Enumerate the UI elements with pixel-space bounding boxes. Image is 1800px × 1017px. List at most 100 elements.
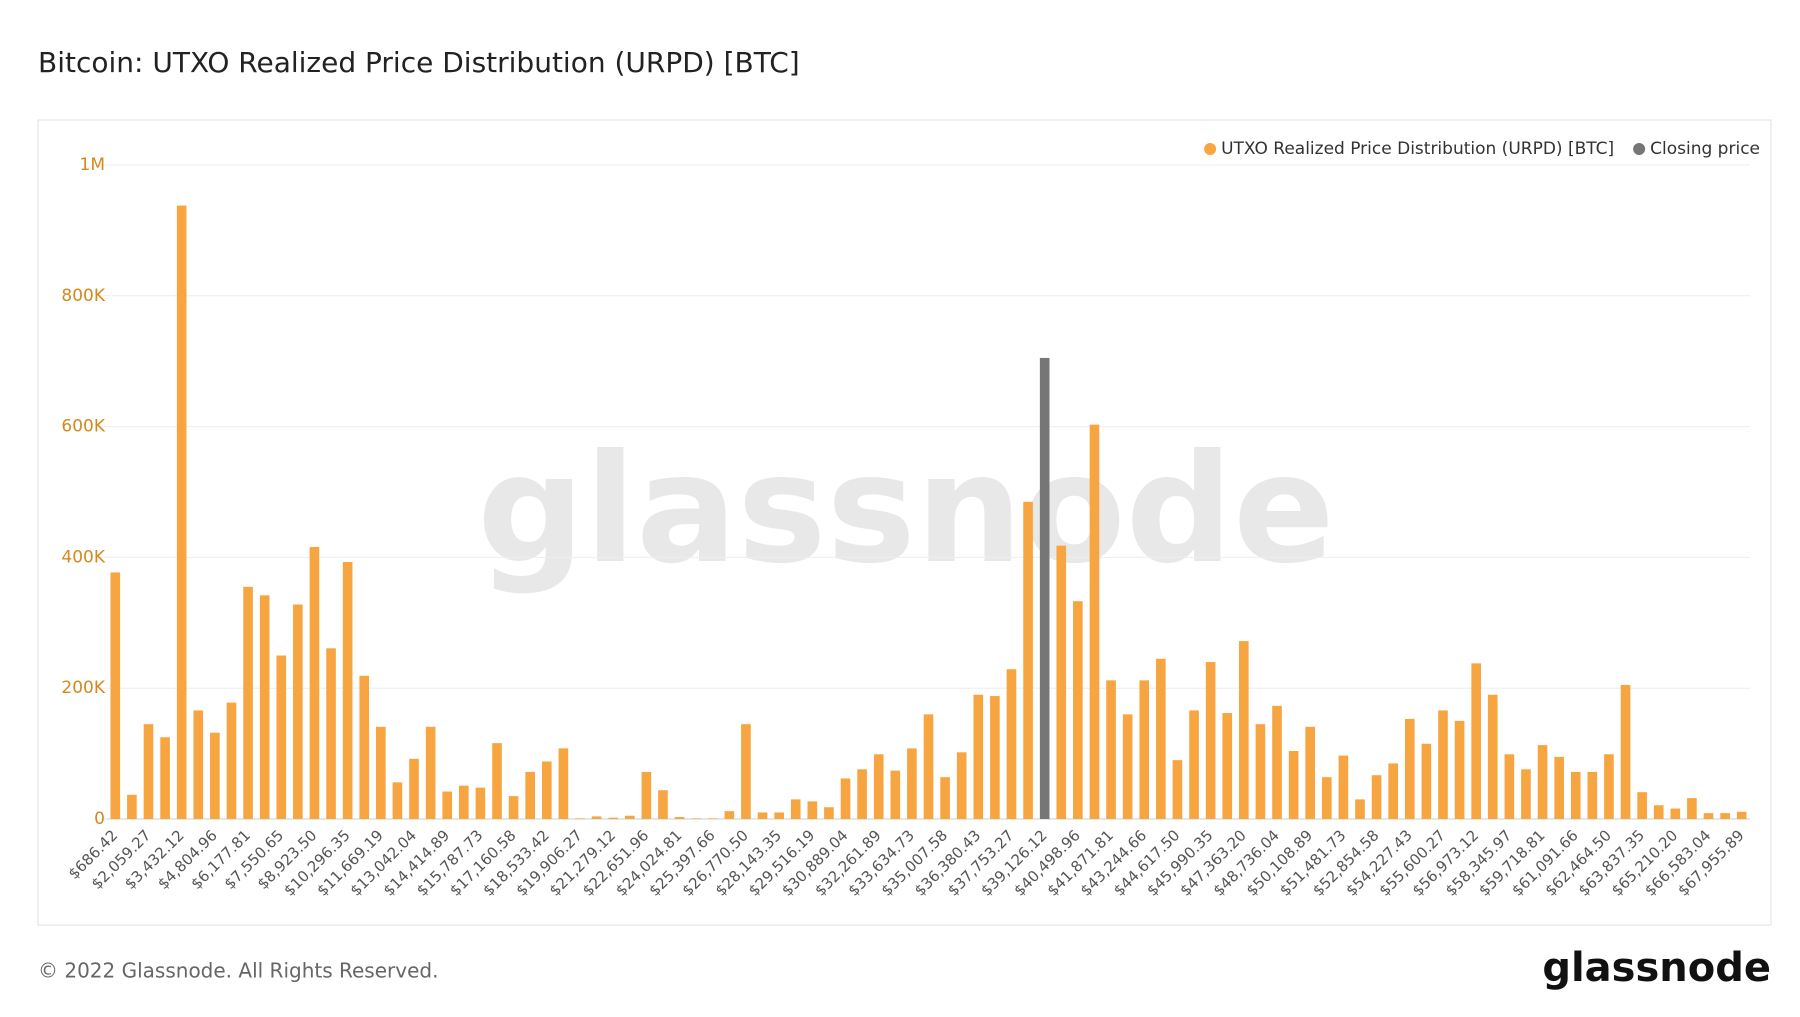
bar <box>1288 750 1299 819</box>
bar <box>956 752 967 819</box>
bar <box>243 586 253 819</box>
bar <box>1537 745 1548 819</box>
bar <box>1222 713 1233 819</box>
bar <box>1653 805 1664 819</box>
bar <box>193 710 204 819</box>
bar <box>641 771 652 819</box>
bar <box>558 748 569 819</box>
bar <box>1023 501 1033 819</box>
bar <box>1438 710 1448 819</box>
bar <box>309 546 320 819</box>
bar <box>990 696 1000 819</box>
bar <box>824 807 834 819</box>
bar <box>342 561 353 819</box>
bar <box>1205 662 1216 819</box>
bar <box>857 769 867 819</box>
bar <box>1471 663 1481 819</box>
chart-title: Bitcoin: UTXO Realized Price Distributio… <box>38 46 800 79</box>
bar <box>1189 710 1199 819</box>
bar <box>1122 714 1133 819</box>
bar <box>1587 771 1598 819</box>
bar <box>1073 601 1083 819</box>
bar <box>442 791 453 819</box>
bar <box>1570 771 1581 819</box>
bar <box>1172 760 1183 819</box>
bar <box>591 816 602 819</box>
bar <box>276 655 287 819</box>
bar <box>973 694 984 819</box>
bar <box>1255 724 1266 819</box>
watermark: glassnode <box>477 423 1335 597</box>
bar <box>409 758 419 819</box>
bar <box>907 748 917 819</box>
bar <box>890 770 901 819</box>
bar <box>1106 680 1116 819</box>
bar <box>1239 641 1249 819</box>
bar <box>1554 756 1564 819</box>
bar <box>326 648 336 819</box>
bar <box>940 777 950 819</box>
bar <box>741 724 751 819</box>
bar <box>259 595 270 819</box>
bar <box>1355 799 1365 819</box>
bar <box>425 726 436 819</box>
bar <box>226 702 237 819</box>
bar <box>1006 669 1017 819</box>
bar <box>1139 680 1150 819</box>
bar <box>1272 705 1282 819</box>
bar <box>707 818 718 819</box>
bar <box>1305 726 1316 819</box>
bar <box>757 812 768 819</box>
bar <box>923 714 934 819</box>
legend-label: Closing price <box>1650 139 1760 159</box>
bar <box>1736 811 1747 819</box>
y-tick-label: 1M <box>80 155 105 175</box>
bar <box>492 743 502 819</box>
bar <box>1687 798 1697 819</box>
bar <box>459 785 469 819</box>
bar <box>774 812 784 819</box>
y-tick-label: 800K <box>61 286 105 306</box>
bar <box>1670 808 1681 819</box>
bar <box>210 732 220 819</box>
legend-label: UTXO Realized Price Distribution (URPD) … <box>1221 139 1614 159</box>
bar <box>873 754 884 819</box>
bar <box>807 801 818 819</box>
y-tick-label: 200K <box>61 678 105 698</box>
bar <box>475 787 486 819</box>
bar <box>176 205 187 820</box>
bar <box>724 811 735 819</box>
bar <box>674 817 685 819</box>
bar <box>1421 743 1432 819</box>
bar <box>608 817 618 819</box>
bar <box>1604 754 1614 819</box>
bar <box>1321 777 1332 819</box>
bar <box>1720 813 1730 819</box>
bar <box>359 675 370 819</box>
y-tick-label: 400K <box>61 547 105 567</box>
bar <box>1454 720 1465 819</box>
bar <box>1338 755 1349 819</box>
bar <box>790 799 801 819</box>
bar <box>658 790 668 819</box>
bar <box>1487 694 1498 819</box>
bar <box>1637 792 1647 819</box>
bar <box>1089 424 1100 819</box>
bar <box>1521 769 1531 819</box>
bar <box>840 778 851 819</box>
bar <box>1156 658 1166 819</box>
bar <box>1039 357 1050 819</box>
bar <box>376 726 386 819</box>
bar <box>624 815 635 819</box>
bar <box>508 796 519 819</box>
copyright: © 2022 Glassnode. All Rights Reserved. <box>38 959 438 983</box>
legend-marker <box>1204 143 1217 155</box>
y-tick-label: 600K <box>61 417 105 437</box>
bar <box>525 771 536 819</box>
bar <box>1504 754 1515 819</box>
bar <box>691 818 701 819</box>
bar <box>1703 813 1714 819</box>
y-tick-label: 0 <box>94 809 105 829</box>
